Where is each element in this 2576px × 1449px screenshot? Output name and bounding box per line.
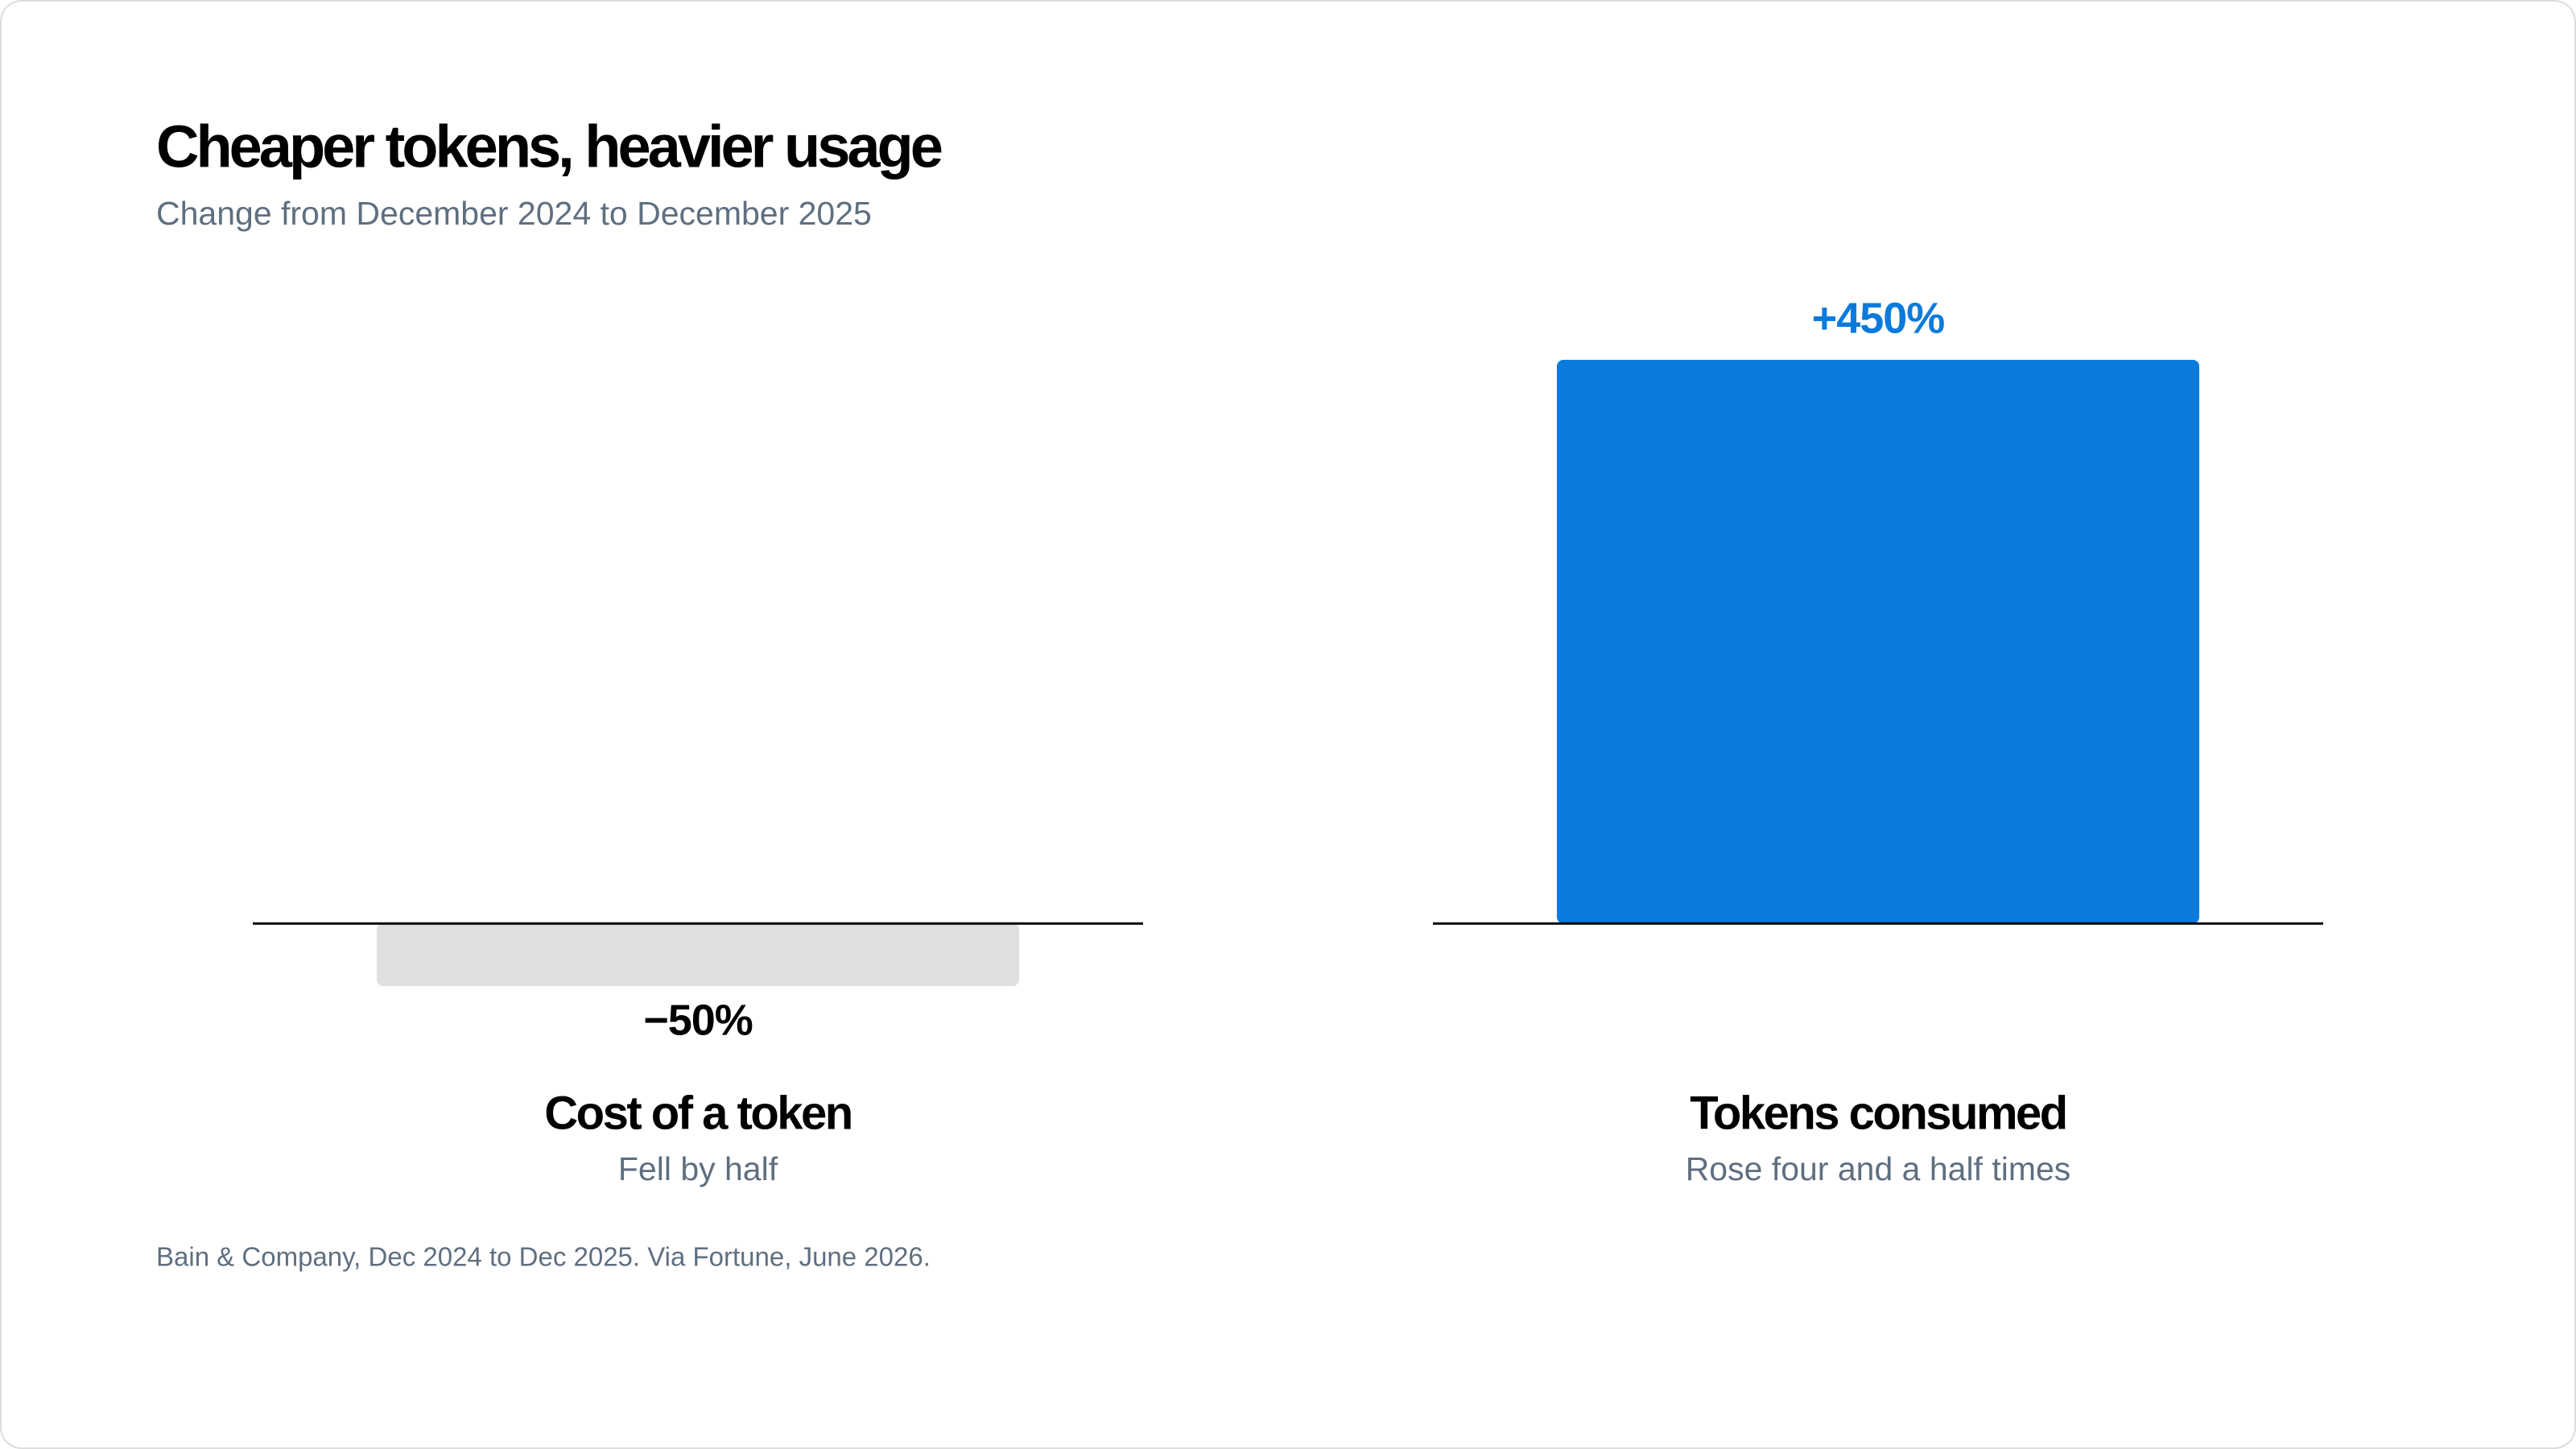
bar	[1557, 360, 2199, 924]
category-note: Rose four and a half times	[1686, 1150, 2071, 1187]
chart-subtitle: Change from December 2024 to December 20…	[156, 195, 872, 232]
source-note: Bain & Company, Dec 2024 to Dec 2025. Vi…	[156, 1242, 931, 1272]
chart-title: Cheaper tokens, heavier usage	[156, 114, 942, 180]
value-label: +450%	[1812, 294, 1945, 342]
value-label: −50%	[643, 996, 753, 1044]
category-label: Tokens consumed	[1690, 1087, 2066, 1139]
category-label: Cost of a token	[544, 1087, 851, 1139]
category-note: Fell by half	[618, 1150, 778, 1187]
bar	[377, 923, 1019, 986]
